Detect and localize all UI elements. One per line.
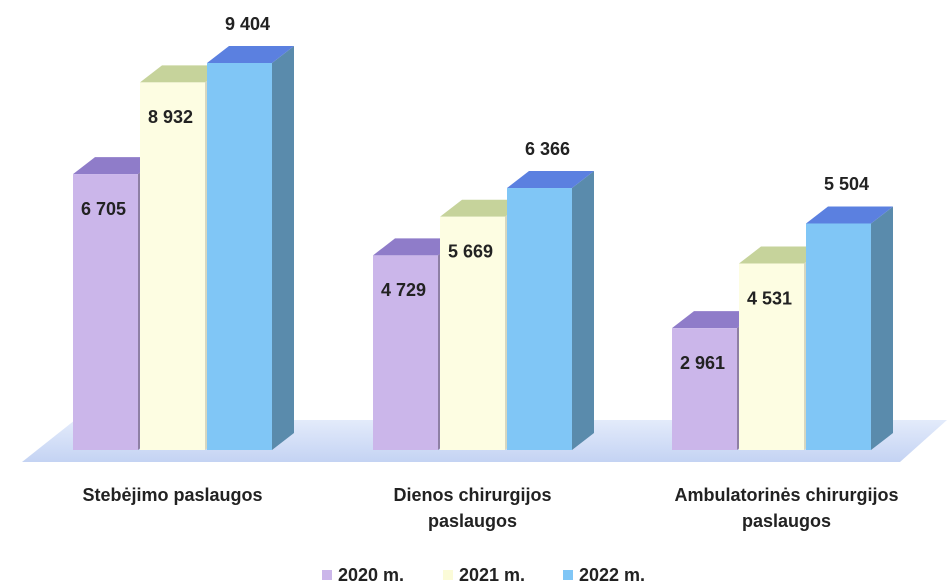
bar: [140, 82, 205, 450]
value-label: 6 366: [525, 139, 570, 159]
value-label: 8 932: [148, 107, 193, 127]
bar: [373, 255, 438, 450]
bar: [739, 263, 804, 450]
bar-top: [507, 171, 594, 189]
bar-top: [73, 157, 160, 175]
bar-top: [739, 246, 826, 264]
value-label: 5 504: [824, 174, 869, 194]
bar-top: [140, 65, 227, 83]
bar-side: [871, 206, 893, 450]
value-label: 4 531: [747, 288, 792, 308]
value-label: 6 705: [81, 199, 126, 219]
bar-top: [207, 46, 294, 63]
bar-side: [272, 46, 294, 450]
x-tick-label: Ambulatorinės chirurgijos paslaugos: [674, 485, 898, 531]
bar: [73, 174, 138, 450]
legend-swatch: [443, 570, 453, 580]
bars: [73, 46, 893, 450]
bar: [207, 63, 272, 450]
bar-top: [373, 238, 460, 256]
labels: 6 705 8 932 9 404 Stebėjimo paslaugos 4 729 5…: [81, 14, 899, 585]
x-tick-label: Dienos chirurgijos paslaugos: [393, 485, 551, 531]
value-label: 9 404: [225, 14, 270, 34]
legend-swatch: [563, 570, 573, 580]
bar-top: [806, 206, 893, 224]
x-tick-label: Stebėjimo paslaugos: [82, 485, 262, 505]
legend-label: 2022 m.: [579, 565, 645, 585]
value-label: 2 961: [680, 353, 725, 373]
value-label: 5 669: [448, 241, 493, 261]
bar-side: [572, 171, 594, 450]
bar: [507, 188, 572, 450]
legend-label: 2021 m.: [459, 565, 525, 585]
value-label: 4 729: [381, 280, 426, 300]
bar: [440, 216, 505, 450]
legend-label: 2020 m.: [338, 565, 404, 585]
bar: [806, 223, 871, 450]
bar-top: [672, 311, 759, 329]
bar-top: [440, 199, 527, 217]
legend-swatch: [322, 570, 332, 580]
bar: [672, 328, 737, 450]
